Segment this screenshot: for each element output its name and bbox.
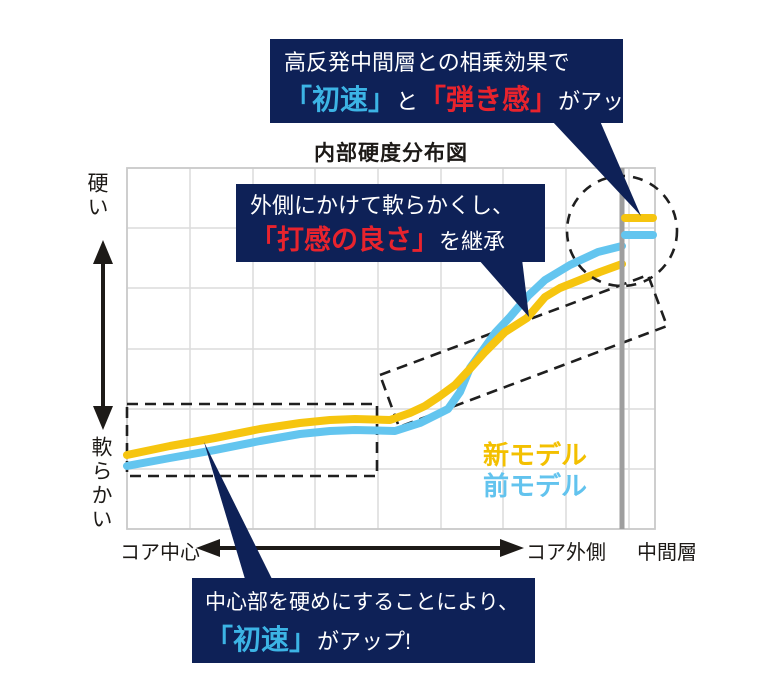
callout-top-connector: と (396, 89, 419, 114)
prev-model-line (123, 242, 626, 470)
legend-new-model: 新モデル (483, 440, 588, 470)
x-axis-label-core-outer: コア外側 (526, 542, 606, 564)
callout-middle-suffix: を継承 (439, 229, 506, 254)
y-axis-label-hard: 硬い (85, 172, 108, 220)
y-axis-arrow (93, 240, 113, 430)
callout-middle-line2: 「打感の良さ」を継承 (250, 222, 533, 260)
y-axis-label-soft: 軟らかい (89, 436, 112, 532)
x-axis-label-mid-layer: 中間層 (637, 542, 697, 564)
callout-bottom-line2: 「初速」がアップ! (205, 620, 525, 662)
top-callout-pointer (552, 121, 641, 216)
callout-top: 高反発中間層との相乗効果で 「初速」と「弾き感」がアップ。 (270, 39, 667, 123)
legend-prev-model: 前モデル (483, 471, 588, 501)
middle-callout-pointer (478, 259, 529, 317)
chart-title: 内部硬度分布図 (314, 142, 468, 165)
callout-top-line1: 高反発中間層との相乗効果で (284, 50, 570, 75)
callout-top-emph-shosoku: 「初速」 (284, 84, 397, 115)
dashed-box-rising-zone (378, 273, 669, 429)
callout-top-suffix: がアップ。 (558, 89, 668, 114)
bottom-callout-pointer (204, 442, 272, 579)
callout-bottom-line1: 中心部を硬めにすることにより、 (205, 591, 519, 614)
x-axis-label-core-center: コア中心 (120, 542, 200, 564)
callout-bottom-suffix: がアップ! (317, 629, 412, 654)
callout-top-emph-hajiki: 「弾き感」 (418, 84, 559, 115)
x-axis-arrow (196, 539, 524, 557)
callout-top-line2: 「初速」と「弾き感」がアップ。 (284, 80, 667, 122)
new-model-line (123, 260, 626, 459)
callout-middle-emph-dakan: 「打感の良さ」 (250, 225, 439, 255)
plot-border (126, 167, 656, 530)
callout-middle-line1: 外側にかけて軟らかくし、 (250, 193, 515, 218)
legend: 新モデル 前モデル (483, 440, 587, 502)
callout-middle: 外側にかけて軟らかくし、 「打感の良さ」を継承 (236, 184, 545, 262)
callout-bottom-emph-shosoku: 「初速」 (205, 624, 318, 655)
callout-bottom: 中心部を硬めにすることにより、 「初速」がアップ! (192, 578, 535, 663)
